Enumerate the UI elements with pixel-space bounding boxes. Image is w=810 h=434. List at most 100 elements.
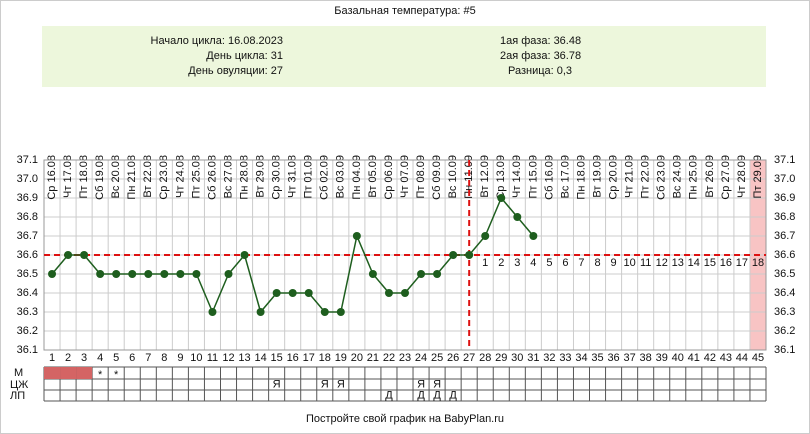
temperature-point: [176, 270, 185, 278]
date-label: Вт 26.09: [704, 155, 716, 198]
x-tick-label: 35: [591, 352, 603, 364]
y-tick-label: 36.5: [774, 268, 795, 280]
y-tick-label: 36.6: [17, 249, 38, 261]
temperature-point: [192, 270, 201, 278]
x-tick-label: 18: [319, 352, 331, 364]
temperature-point: [352, 232, 361, 240]
x-tick-label: 24: [415, 352, 427, 364]
y-tick-label: 36.1: [774, 344, 795, 356]
luteal-day: 2: [498, 257, 504, 269]
x-tick-label: 36: [607, 352, 619, 364]
luteal-day: 18: [752, 257, 764, 269]
y-tick-label: 36.8: [774, 211, 795, 223]
date-label: Чт 17.08: [62, 155, 74, 198]
date-label: Вс 20.08: [110, 155, 122, 198]
luteal-day: 14: [688, 257, 700, 269]
x-tick-label: 38: [640, 352, 652, 364]
luteal-day: 15: [704, 257, 716, 269]
date-label: Пт 01.09: [303, 155, 315, 199]
row-label: М: [14, 367, 23, 379]
y-tick-label: 36.7: [774, 230, 795, 242]
y-tick-label: 36.1: [17, 344, 38, 356]
x-tick-label: 26: [447, 352, 459, 364]
date-label: Вс 27.08: [222, 155, 234, 198]
date-label: Пн 04.09: [351, 155, 363, 200]
info-box: [42, 26, 766, 87]
date-label: Вс 24.09: [672, 155, 684, 198]
info: День овуляции: 27: [188, 65, 283, 77]
footer: Постройте свой график на BabyPlan.ru: [306, 413, 504, 425]
y-tick-label: 36.4: [774, 287, 795, 299]
date-label: Вс 10.09: [447, 155, 459, 198]
x-tick-label: 27: [463, 352, 475, 364]
luteal-day: 17: [736, 257, 748, 269]
y-tick-label: 36.4: [17, 287, 38, 299]
date-label: Ср 27.09: [720, 155, 732, 200]
luteal-day: 6: [562, 257, 568, 269]
x-tick-label: 40: [672, 352, 684, 364]
date-label: Вт 05.09: [367, 155, 379, 198]
x-tick-label: 34: [575, 352, 587, 364]
x-tick-label: 19: [335, 352, 347, 364]
menstruation-cell: [60, 367, 77, 379]
row-mark: Я: [337, 378, 345, 390]
luteal-day: 11: [640, 257, 651, 269]
x-tick-label: 4: [97, 352, 103, 364]
temperature-point: [304, 289, 313, 297]
date-label: Пт 15.09: [527, 155, 539, 199]
x-tick-label: 25: [431, 352, 443, 364]
y-tick-label: 36.7: [17, 230, 38, 242]
luteal-day: 1: [482, 257, 488, 269]
temperature-point: [96, 270, 105, 278]
temperature-point: [208, 308, 217, 316]
temperature-point: [224, 270, 233, 278]
temperature-point: [401, 289, 409, 297]
luteal-day: 13: [672, 257, 684, 269]
x-tick-label: 42: [704, 352, 716, 364]
x-tick-label: 16: [287, 352, 299, 364]
date-label: Вс 03.09: [335, 155, 347, 198]
y-tick-label: 36.6: [774, 249, 795, 261]
row-label: ЦЖ: [10, 379, 28, 391]
date-label: Ср 06.09: [383, 155, 395, 200]
menstruation-cell: [76, 367, 93, 379]
x-tick-label: 32: [543, 352, 555, 364]
luteal-day: 9: [611, 257, 617, 269]
x-tick-label: 28: [479, 352, 491, 364]
luteal-day: 7: [578, 257, 584, 269]
luteal-day: 10: [623, 257, 635, 269]
y-tick-label: 36.3: [774, 306, 795, 318]
date-label: Чт 21.09: [624, 155, 636, 198]
row-mark: Д: [433, 389, 441, 401]
temperature-point: [384, 289, 393, 297]
date-label: Чт 14.09: [511, 155, 523, 198]
temperature-point: [112, 270, 121, 278]
x-tick-label: 20: [351, 352, 363, 364]
temperature-point: [368, 270, 377, 278]
menstruation-cell: [44, 367, 61, 379]
date-label: Ср 23.08: [158, 155, 170, 200]
x-tick-label: 43: [720, 352, 732, 364]
date-label: Пн 25.09: [688, 155, 700, 200]
x-tick-label: 1: [49, 352, 55, 364]
row-mark: *: [98, 369, 103, 381]
date-label: Ср 13.09: [495, 155, 507, 200]
x-tick-label: 7: [145, 352, 151, 364]
row-mark: *: [114, 369, 119, 381]
x-tick-label: 12: [222, 352, 234, 364]
date-label: Сб 16.09: [543, 155, 555, 200]
x-tick-label: 3: [81, 352, 87, 364]
y-tick-label: 37.0: [17, 173, 38, 185]
x-tick-label: 30: [511, 352, 523, 364]
temperature-point: [240, 251, 249, 259]
date-label: Сб 09.09: [431, 155, 443, 200]
y-tick-label: 36.2: [17, 325, 38, 337]
temperature-point: [48, 270, 57, 278]
x-tick-label: 45: [752, 352, 764, 364]
date-label: Сб 02.09: [319, 155, 331, 200]
date-label: Пт 08.09: [415, 155, 427, 199]
info: 2ая фаза: 36.78: [500, 50, 581, 62]
y-tick-label: 36.9: [17, 192, 38, 204]
luteal-day: 8: [594, 257, 600, 269]
